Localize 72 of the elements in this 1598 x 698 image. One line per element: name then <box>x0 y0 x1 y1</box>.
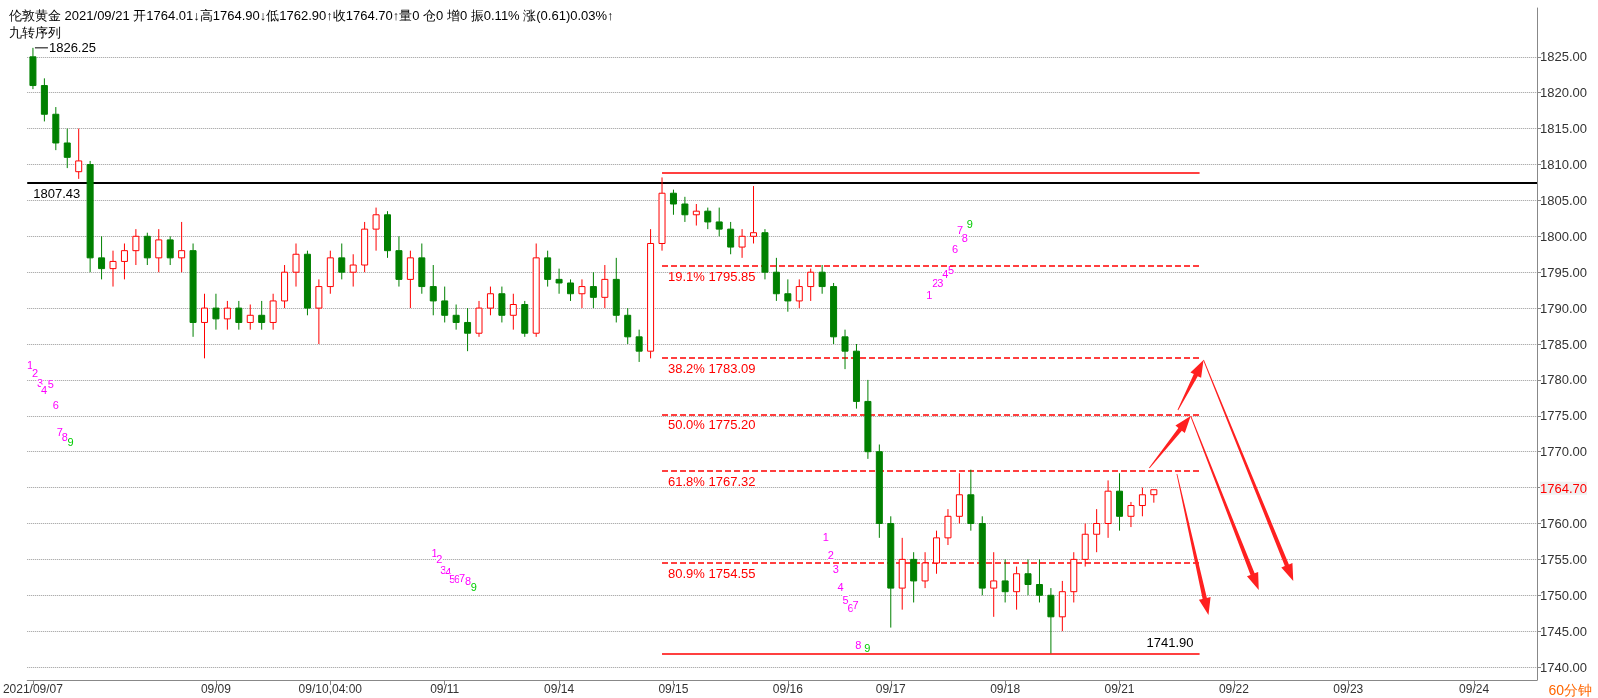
x-tick-label: 2021/09/07 <box>2 682 64 696</box>
annotation: 7 <box>458 572 466 584</box>
annotation: 3 <box>937 277 944 289</box>
annotation: 6 <box>847 602 854 614</box>
x-tick-label: 09/17 <box>875 682 907 696</box>
annotation: 5 <box>449 573 456 585</box>
annotation: 8 <box>61 431 68 443</box>
annotation: 9 <box>67 436 74 448</box>
annotation: 9 <box>864 642 871 654</box>
y-tick-label: 1795.00 <box>1540 264 1587 280</box>
y-tick-label: 1780.00 <box>1540 372 1587 388</box>
y-tick-label: 1820.00 <box>1540 85 1587 101</box>
y-tick-label: 1755.00 <box>1540 551 1587 567</box>
x-tick-label: 09/23 <box>1333 682 1364 696</box>
x-tick-label: 09/15 <box>658 682 689 696</box>
annotation: 5 <box>47 378 54 390</box>
y-tick-label: 1760.00 <box>1540 515 1587 531</box>
annotation: 8 <box>961 232 968 244</box>
ref-line-label: 80.9% 1754.55 <box>668 565 756 581</box>
annotation: 2 <box>32 367 39 379</box>
annotation: 7 <box>852 599 859 611</box>
x-tick-label: 09/22 <box>1218 682 1250 696</box>
x-tick-label: 09/18 <box>990 682 1021 696</box>
x-tick-label: 09/16 <box>772 682 804 696</box>
text: 60分钟 <box>1548 682 1593 698</box>
y-tick-label: 1790.00 <box>1540 300 1587 316</box>
annotation: 9 <box>966 218 973 230</box>
y-tick-label: 1750.00 <box>1540 587 1587 603</box>
annotation: 1826.25 <box>48 40 96 56</box>
ref-line-label: 19.1% 1795.85 <box>668 269 756 285</box>
text: 1764.70 <box>1540 480 1587 496</box>
x-tick-label: 09/10,04:00 <box>298 682 363 696</box>
ref-line-label: 38.2% 1783.09 <box>668 360 756 376</box>
y-tick-label: 1740.00 <box>1540 659 1587 675</box>
chart-title: 伦敦黄金 2021/09/21 开1764.01↓高1764.90↓低1762.90↑收1764.70↑量0 仓0 增0 振0.11% 涨(0.61)0.03%↑ <box>9 8 614 23</box>
annotation: 3 <box>832 563 839 575</box>
x-tick-label: 09/14 <box>544 682 575 696</box>
y-tick-label: 1805.00 <box>1540 192 1587 208</box>
x-tick-label: 09/21 <box>1104 682 1135 696</box>
annotation: 1 <box>926 289 933 301</box>
annotation: 6 <box>952 243 959 255</box>
y-tick-label: 1825.00 <box>1540 49 1587 65</box>
y-tick-label: 1770.00 <box>1540 444 1587 460</box>
annotation: 8 <box>464 575 472 587</box>
ref-line-label: 61.8% 1767.32 <box>668 473 756 489</box>
annotation: 2 <box>827 549 834 561</box>
ref-line-label: 1741.90 <box>1146 635 1194 651</box>
y-tick-label: 1785.00 <box>1540 336 1587 352</box>
annotation: 2 <box>932 277 939 289</box>
annotation: 7 <box>56 426 63 438</box>
y-tick-label: 1745.00 <box>1540 623 1587 639</box>
annotation: 8 <box>855 639 862 651</box>
y-tick-label: 1775.00 <box>1540 408 1587 424</box>
x-tick-label: 09/24 <box>1459 682 1490 696</box>
x-tick-label: 09/11 <box>430 682 460 696</box>
annotation: 9 <box>470 581 477 593</box>
annotation: 1 <box>431 547 438 559</box>
y-tick-label: 1800.00 <box>1540 228 1587 244</box>
y-tick-label: 1815.00 <box>1540 121 1587 137</box>
annotation: 4 <box>837 581 844 593</box>
annotation: 5 <box>948 264 955 276</box>
y-tick-label: 1810.00 <box>1540 157 1587 173</box>
annotation: 4 <box>942 268 949 280</box>
ref-line-label: 1807.43 <box>33 185 81 201</box>
annotation: 2 <box>436 553 443 565</box>
annotation: 5 <box>842 594 849 606</box>
ref-line-label: 50.0% 1775.20 <box>668 417 756 433</box>
text: 九转序列 <box>9 25 61 40</box>
annotation: 6 <box>52 399 59 411</box>
annotation: 3 <box>440 564 447 576</box>
annotation: 1 <box>822 531 829 543</box>
x-tick-label: 09/09 <box>200 682 232 696</box>
